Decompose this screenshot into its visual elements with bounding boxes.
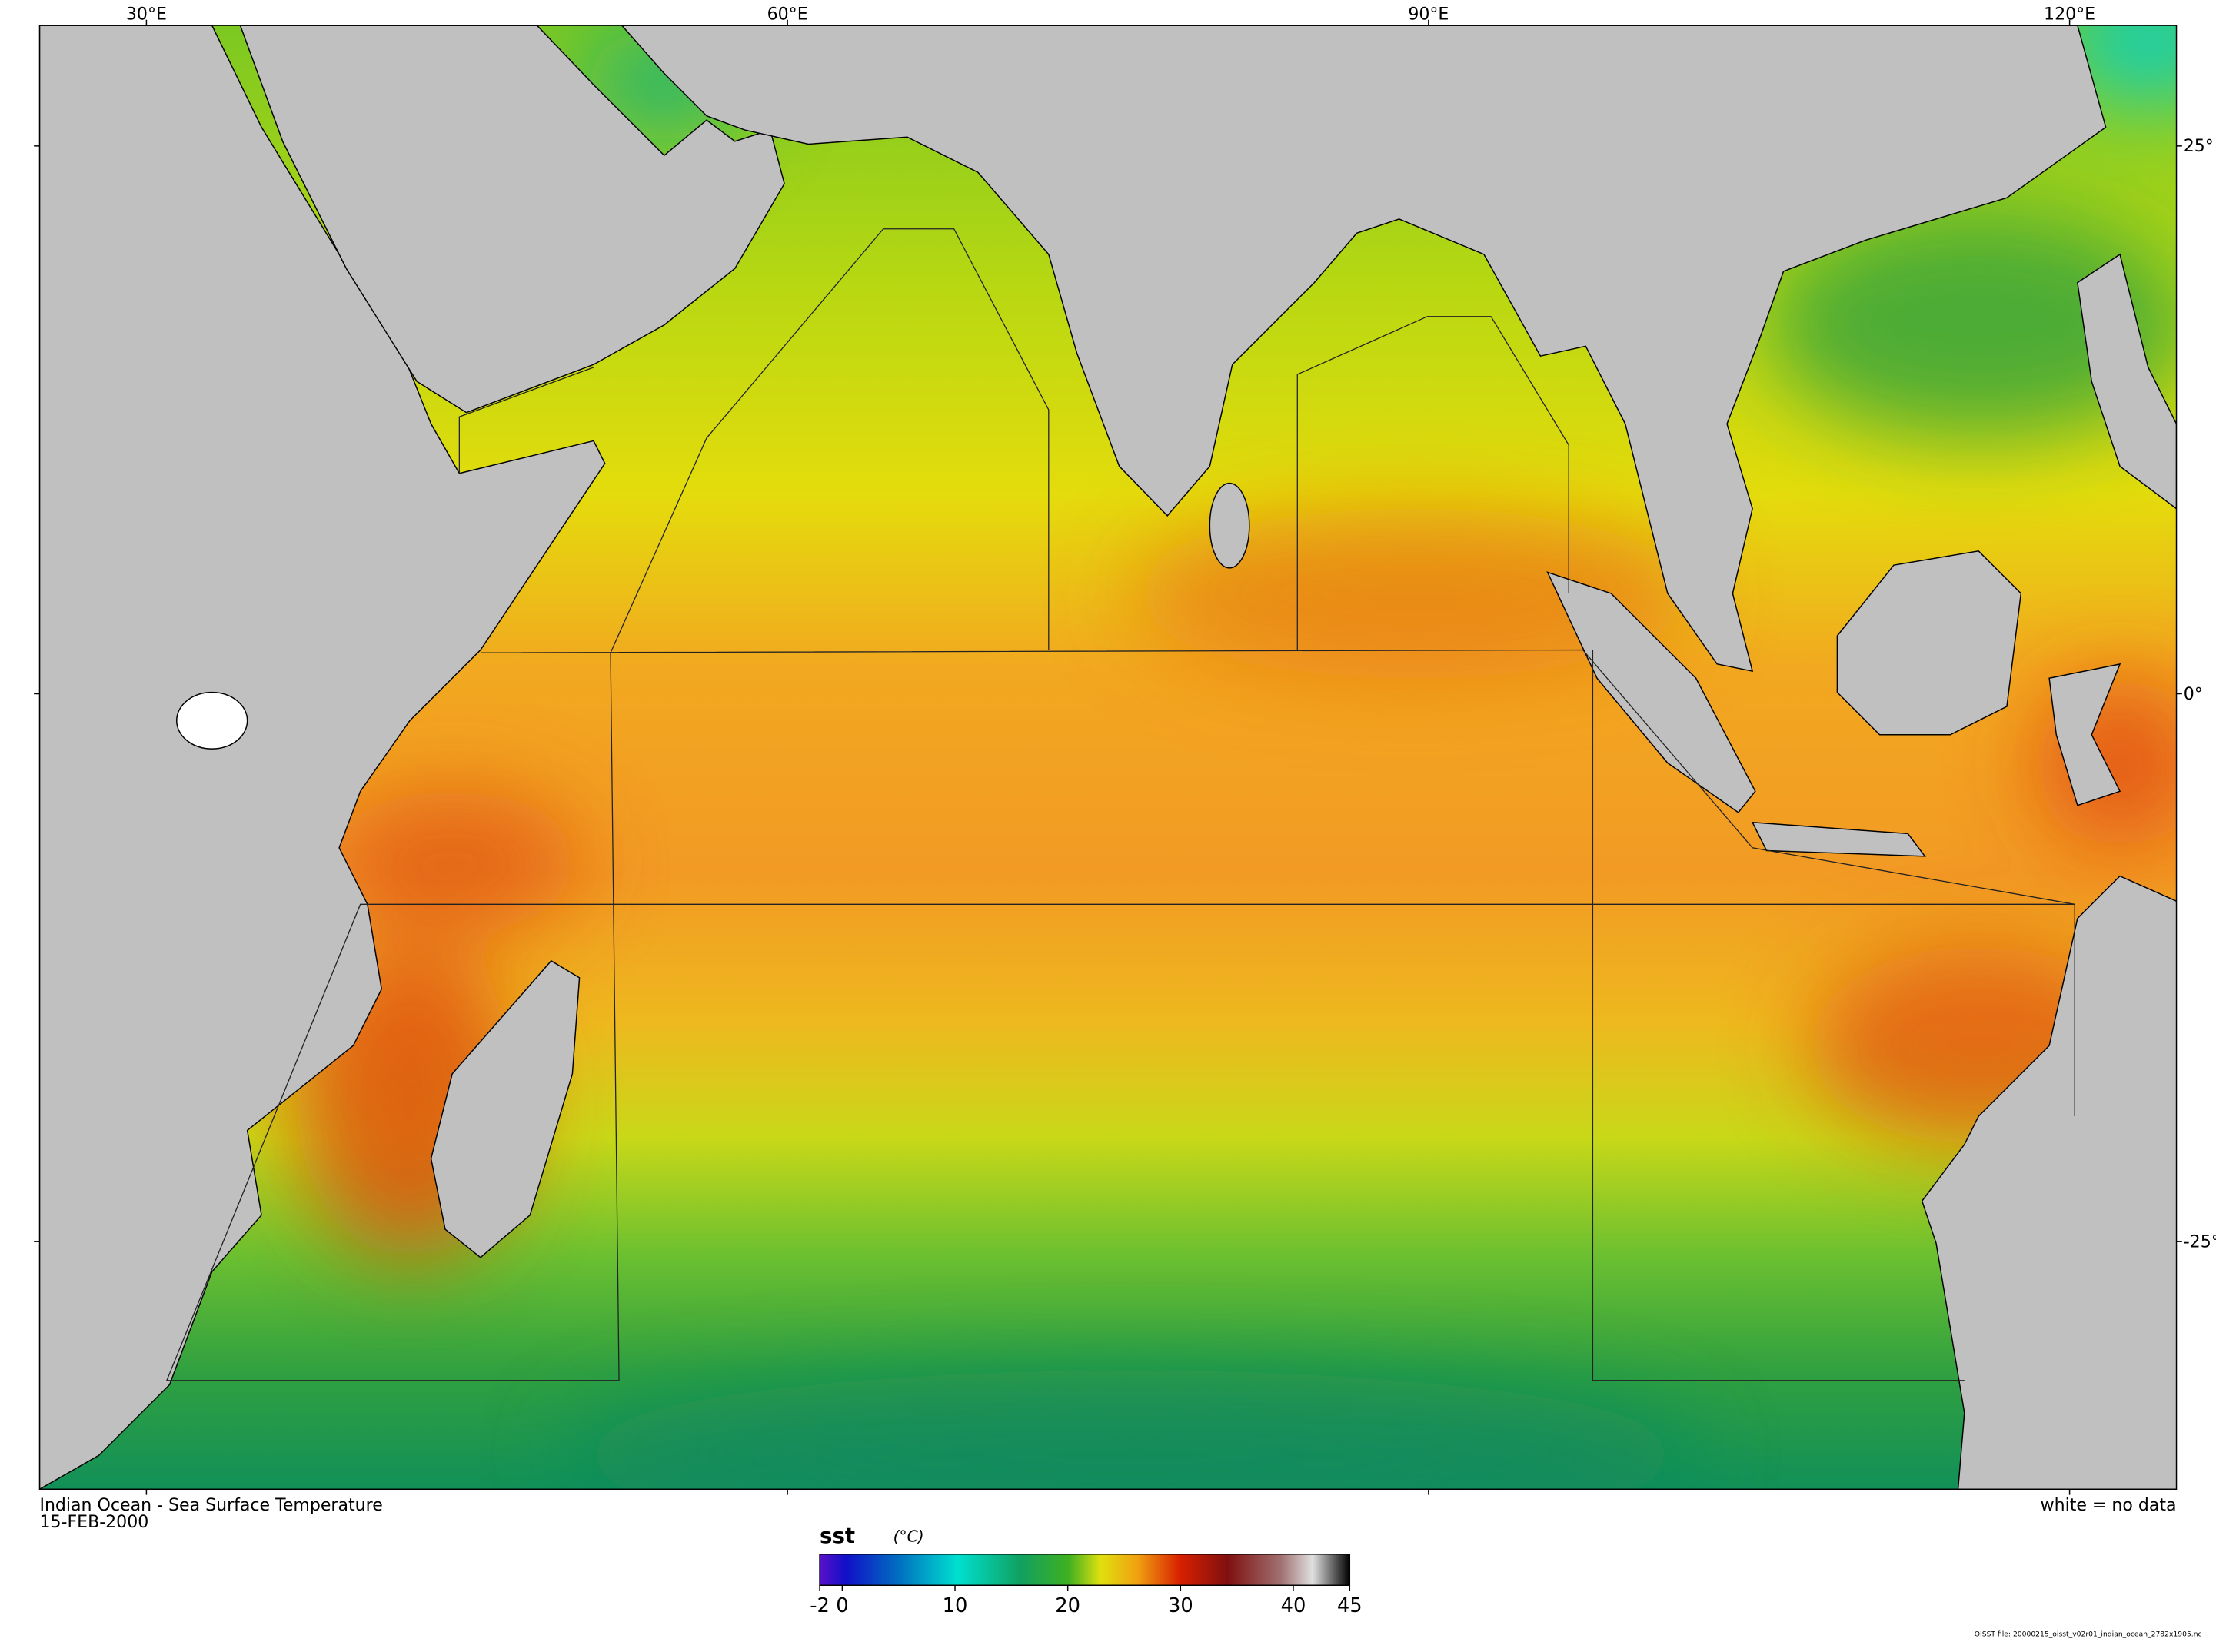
lon-tick-label: 60°E — [767, 5, 808, 25]
sumatra — [1546, 571, 1756, 813]
lon-tick-label: 30°E — [126, 5, 167, 25]
region-boundaries — [165, 228, 2075, 1381]
madagascar — [430, 959, 581, 1258]
colorbar-tick-label: -2 — [810, 1594, 830, 1617]
philippines — [2077, 253, 2177, 510]
borneo — [1836, 550, 2022, 736]
sri-lanka — [1209, 482, 1250, 569]
axes: 30°E 60°E 90°E 120°E 25° 0° -25° -2 0 10 20 30 40 45 — [34, 5, 2216, 1617]
colorbar-tick-label: 40 — [1281, 1594, 1306, 1617]
colorbar-tick-label: 10 — [943, 1594, 968, 1617]
colorbar-tick-label: 30 — [1168, 1594, 1193, 1617]
lat-tick-label: -25° — [2184, 1232, 2216, 1251]
map-frame — [38, 25, 2178, 1490]
colorbar-units: (°C) — [893, 1527, 924, 1545]
land — [39, 25, 2177, 1490]
map-date: 15-FEB-2000 — [39, 1513, 148, 1532]
colorbar-variable: sst — [820, 1523, 855, 1548]
australia — [1921, 875, 2177, 1490]
lat-tick-label: 0° — [2184, 685, 2203, 704]
map-area — [39, 25, 2177, 1490]
colorbar — [819, 1554, 1351, 1586]
java — [1751, 821, 1926, 857]
no-data-note: white = no data — [2041, 1496, 2177, 1515]
lon-tick-label: 90°E — [1408, 5, 1449, 25]
colorbar-tick-label: 0 — [836, 1594, 848, 1617]
lat-tick-label: 25° — [2184, 137, 2214, 156]
asia — [621, 25, 2107, 673]
arabia — [239, 25, 785, 414]
lon-tick-label: 120°E — [2044, 5, 2095, 25]
map-title: Indian Ocean - Sea Surface Temperature — [39, 1496, 382, 1515]
colorbar-tick-label: 45 — [1337, 1594, 1363, 1617]
no-data-lake — [176, 691, 248, 750]
colorbar-tick-label: 20 — [1055, 1594, 1080, 1617]
sulawesi — [2048, 663, 2121, 806]
file-note: OISST file: 20000215_oisst_v02r01_indian… — [1975, 1630, 2202, 1638]
